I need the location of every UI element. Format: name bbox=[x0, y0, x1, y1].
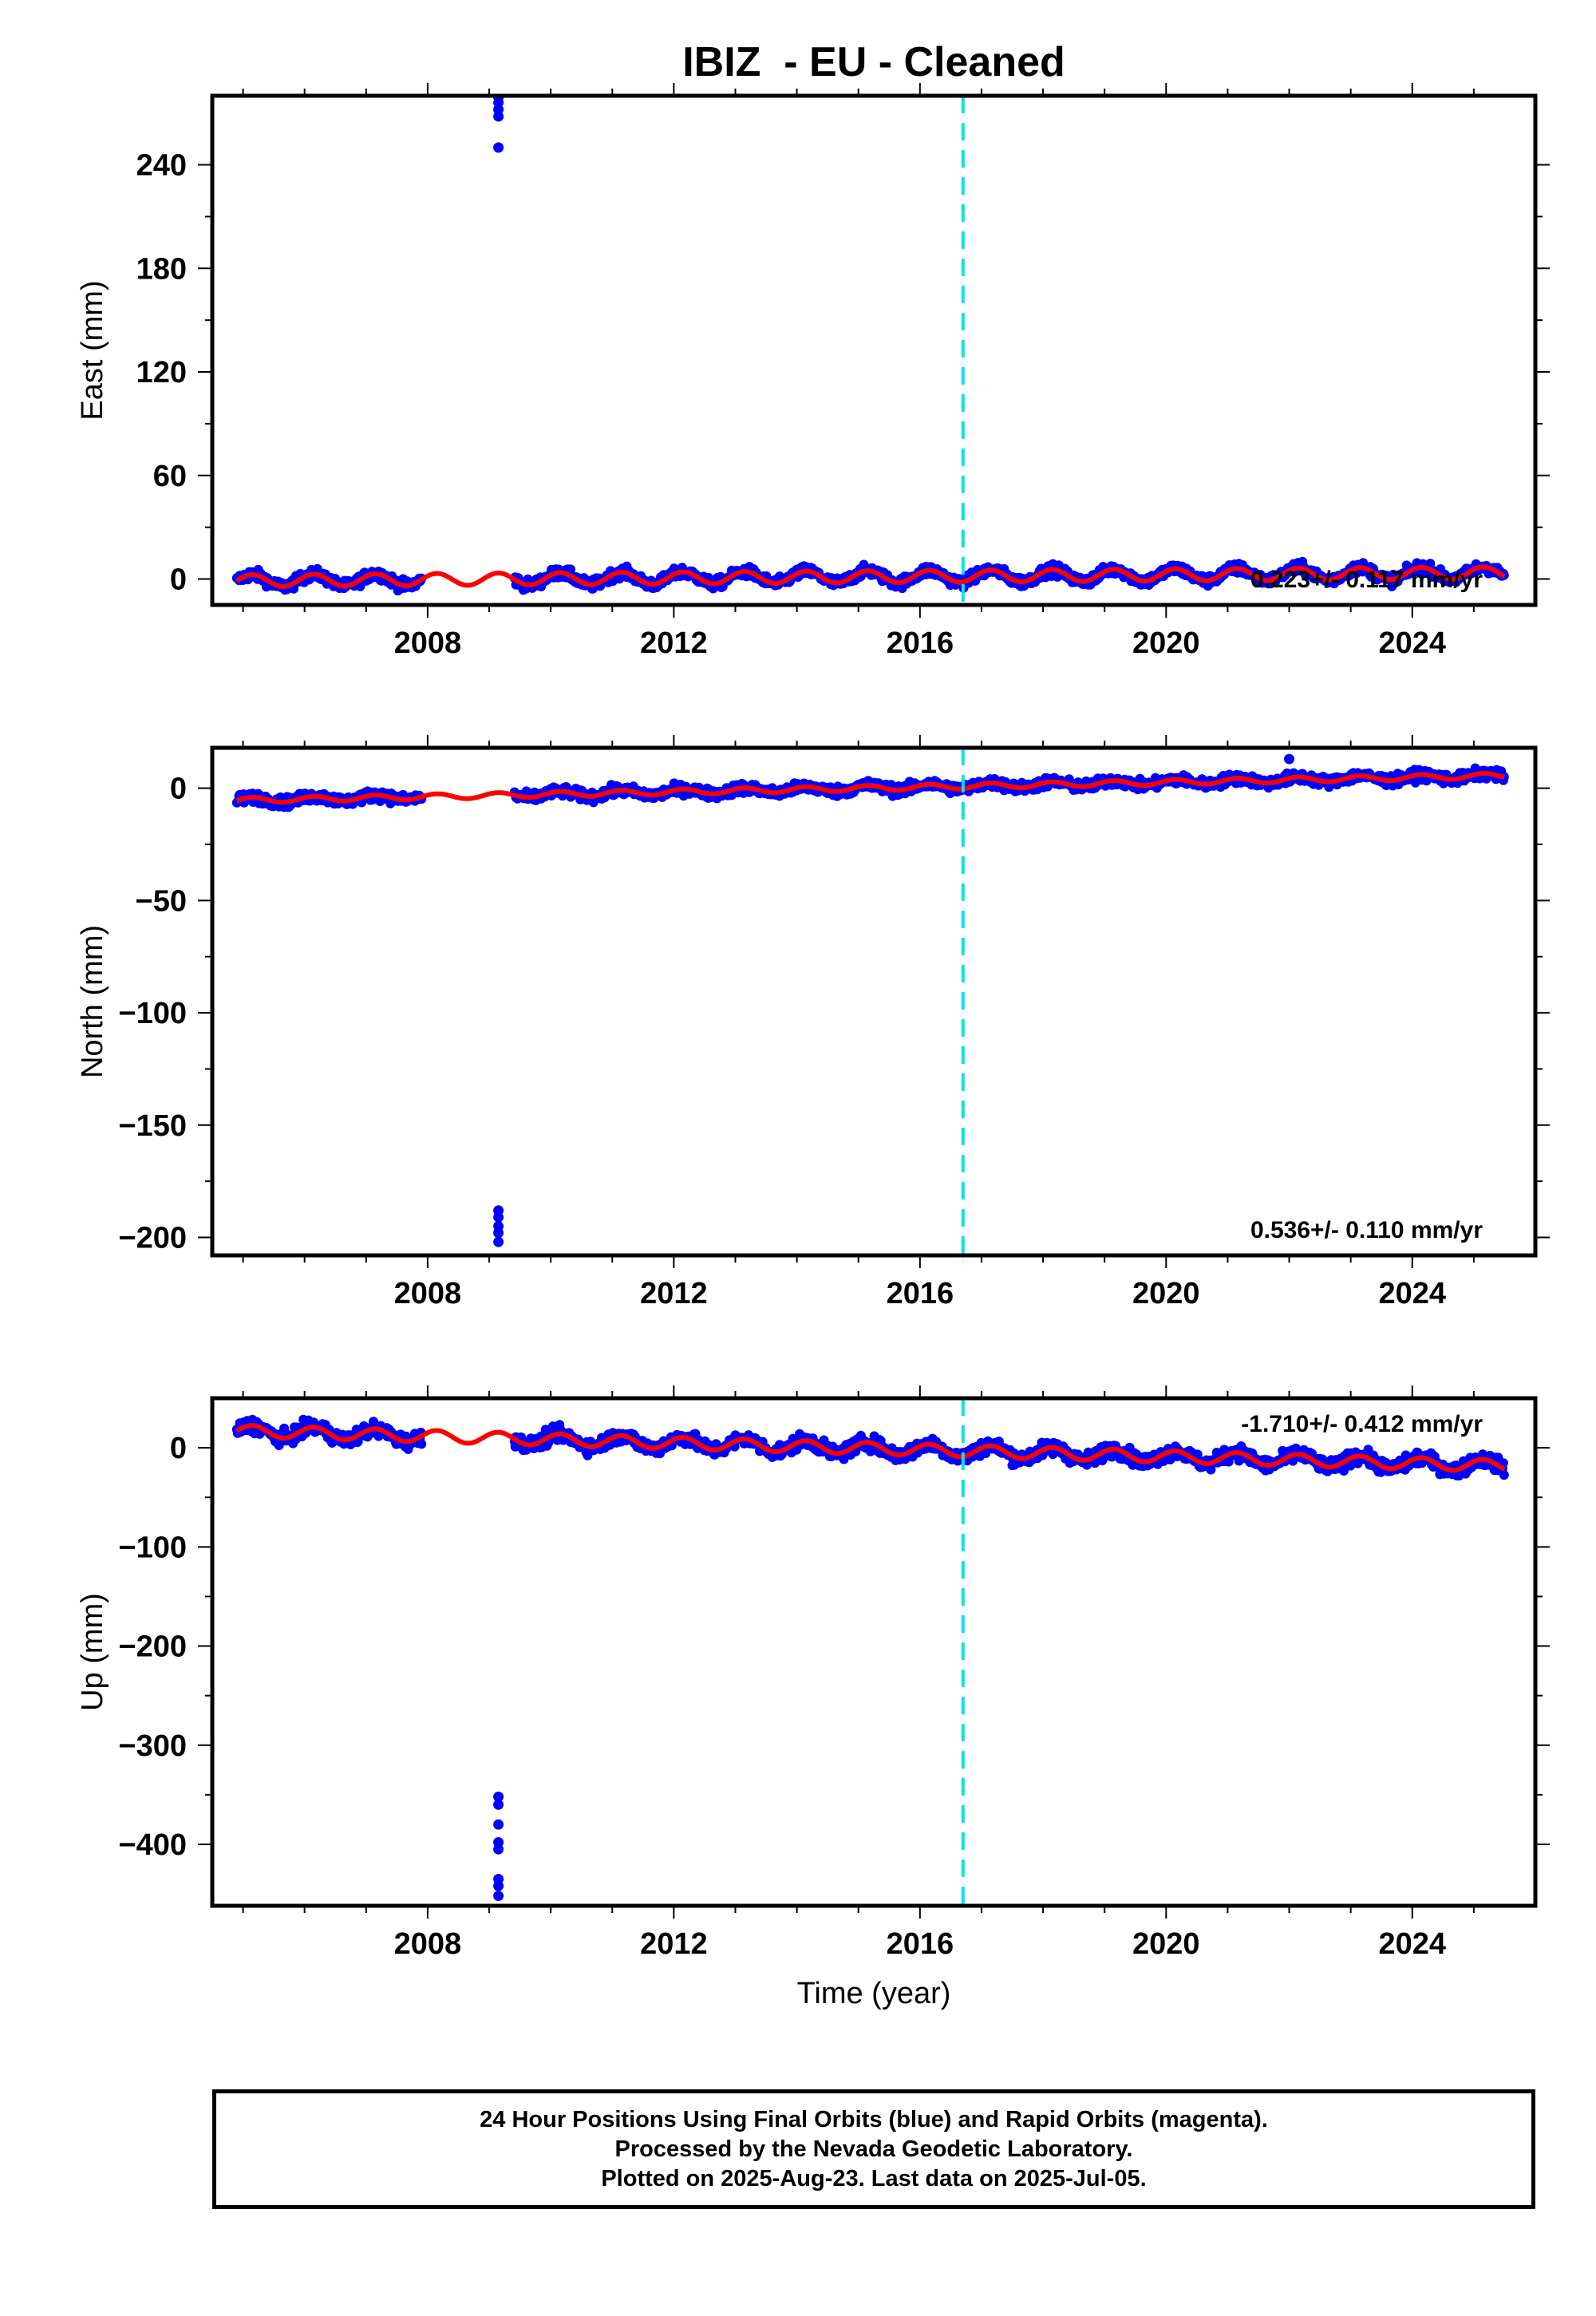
y-tick-label: −50 bbox=[136, 884, 187, 918]
x-tick-label: 2024 bbox=[1378, 626, 1446, 660]
x-tick-label: 2024 bbox=[1378, 1277, 1446, 1310]
y-axis bbox=[198, 164, 1550, 580]
y-tick-label: 120 bbox=[136, 356, 187, 389]
x-tick-label: 2012 bbox=[640, 626, 708, 660]
model-line bbox=[235, 771, 1505, 805]
chart-title: IBIZ - EU - Cleaned bbox=[682, 39, 1065, 85]
x-tick-label: 2008 bbox=[394, 1277, 462, 1310]
panel-east: 2008 2012 2016 2020 2024 0 60 120 180 240 East (mm… bbox=[76, 83, 1550, 660]
x-tick-label: 2016 bbox=[887, 626, 954, 660]
outlier-point bbox=[493, 1891, 504, 1902]
x-tick-label: 2012 bbox=[640, 1277, 708, 1310]
plot-area bbox=[231, 748, 1509, 1255]
plot-frame bbox=[210, 1396, 1538, 1908]
plot-frame bbox=[210, 93, 1538, 607]
data-point bbox=[1499, 1470, 1509, 1480]
y-tick-label: 0 bbox=[170, 773, 187, 806]
y-tick-label: −200 bbox=[118, 1221, 187, 1255]
outlier-point bbox=[493, 1211, 504, 1223]
y-tick-label: 0 bbox=[170, 563, 187, 597]
y-axis-label: North (mm) bbox=[76, 925, 109, 1078]
x-tick-label: 2008 bbox=[394, 626, 462, 660]
panel-north: 2008 2012 2016 2020 2024 −200 −150 −100 −50 0 Nort… bbox=[76, 735, 1550, 1310]
outlier-point bbox=[493, 1227, 504, 1239]
y-axis-label: East (mm) bbox=[76, 280, 109, 420]
data-point bbox=[417, 1439, 427, 1449]
x-tick-label: 2020 bbox=[1132, 626, 1200, 660]
rate-label: 0.536+/- 0.110 mm/yr bbox=[1250, 1217, 1483, 1243]
y-tick-label: −150 bbox=[118, 1109, 187, 1143]
plot-area bbox=[231, 1398, 1509, 1906]
y-tick-label: 180 bbox=[136, 252, 187, 286]
x-tick-label: 2020 bbox=[1132, 1277, 1200, 1310]
model-line bbox=[235, 564, 1506, 589]
panel-up: 2008 2012 2016 2020 2024−400−300−200−1000Up … bbox=[76, 1385, 1550, 2010]
outlier-point bbox=[493, 1236, 504, 1247]
outlier-point bbox=[493, 1799, 504, 1810]
x-axis bbox=[242, 1385, 1475, 1919]
y-tick-label: −100 bbox=[118, 997, 187, 1030]
rate-label: 0.223+/- 0.117 mm/yr bbox=[1250, 567, 1483, 593]
y-axis bbox=[198, 787, 1550, 1239]
plot-frame bbox=[210, 745, 1538, 1258]
x-axis bbox=[242, 83, 1475, 618]
y-tick-label: 240 bbox=[136, 149, 187, 183]
x-axis bbox=[242, 735, 1475, 1268]
x-tick-label: 2016 bbox=[887, 1277, 954, 1310]
outlier-point bbox=[493, 1819, 504, 1830]
outlier-point bbox=[493, 1880, 504, 1891]
plot-area bbox=[231, 96, 1509, 605]
y-tick-label: 60 bbox=[153, 460, 187, 493]
outlier-point bbox=[493, 1844, 504, 1855]
outlier-point bbox=[493, 142, 504, 153]
outlier-point bbox=[1284, 753, 1295, 765]
